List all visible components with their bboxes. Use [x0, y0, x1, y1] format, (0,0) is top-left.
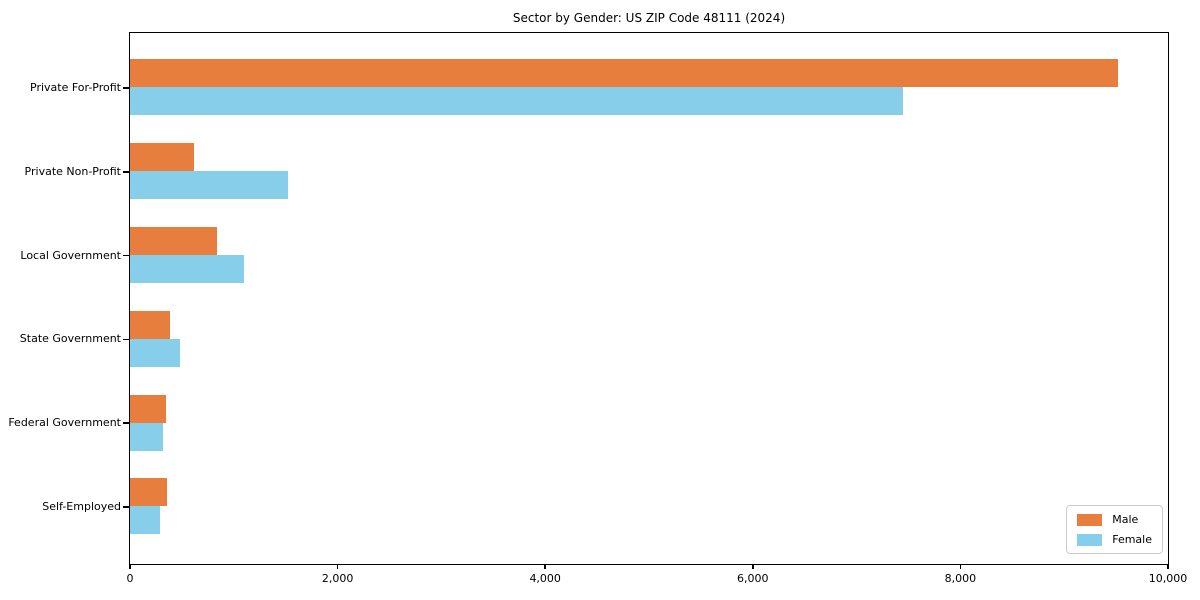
y-axis-label-federal-government: Federal Government — [8, 416, 121, 430]
y-axis-label-private-for-profit: Private For-Profit — [30, 81, 121, 94]
x-tick-label-6-000: 6,000 — [737, 572, 769, 585]
x-tick-mark — [1167, 564, 1169, 569]
legend-label-male: Male — [1112, 513, 1139, 526]
bar-male-self-employed — [130, 478, 167, 507]
bar-pair-self-employed — [130, 478, 1168, 535]
bar-male-state-government — [130, 310, 170, 339]
y-tick-mark — [123, 171, 129, 173]
bar-female-federal-government — [130, 422, 164, 451]
x-tick-label-2-000: 2,000 — [321, 572, 354, 585]
x-tick-label-8-000: 8,000 — [944, 572, 977, 585]
y-axis-label-local-government: Local Government — [20, 248, 121, 262]
bar-pair-federal-government — [130, 394, 1168, 451]
bar-female-state-government — [130, 338, 180, 367]
x-tick-label-0: 0 — [126, 572, 134, 585]
y-axis-label-private-non-profit: Private Non-Profit — [24, 164, 121, 178]
x-tick-mark — [129, 564, 131, 569]
bar-male-private-for-profit — [130, 59, 1119, 88]
x-tick-label-4-000: 4,000 — [529, 572, 561, 585]
y-tick-mark — [123, 422, 129, 424]
plot-area: Male Female — [129, 32, 1169, 565]
x-tick-mark — [959, 564, 962, 569]
y-tick-mark — [123, 338, 129, 341]
x-tick-mark — [544, 564, 546, 569]
bar-pair-local-government — [130, 227, 1168, 283]
bar-male-local-government — [130, 227, 218, 255]
x-tick-mark — [336, 564, 339, 569]
chart-title: Sector by Gender: US ZIP Code 48111 (202… — [512, 11, 786, 25]
bar-female-self-employed — [130, 506, 161, 535]
y-tick-mark — [123, 87, 129, 89]
bar-male-federal-government — [130, 394, 166, 423]
legend-item-female: Female — [1077, 533, 1152, 546]
y-tick-mark — [123, 506, 129, 508]
bar-pair-private-for-profit — [130, 59, 1168, 116]
legend: Male Female — [1066, 505, 1163, 554]
legend-swatch-male — [1077, 513, 1103, 526]
x-tick-mark — [752, 564, 754, 569]
y-axis-label-state-government: State Government — [19, 332, 121, 346]
bar-male-private-non-profit — [130, 143, 195, 172]
x-tick-label-10-000: 10,000 — [1148, 572, 1188, 585]
y-tick-mark — [123, 254, 129, 257]
bar-female-private-for-profit — [130, 87, 904, 116]
bar-pair-private-non-profit — [130, 143, 1168, 200]
bar-female-private-non-profit — [130, 171, 288, 200]
bar-pair-state-government — [130, 310, 1168, 367]
y-axis-label-self-employed: Self-Employed — [42, 500, 121, 513]
legend-swatch-female — [1077, 533, 1103, 546]
legend-item-male: Male — [1077, 513, 1152, 526]
legend-label-female: Female — [1112, 533, 1152, 546]
bar-female-local-government — [130, 255, 245, 283]
